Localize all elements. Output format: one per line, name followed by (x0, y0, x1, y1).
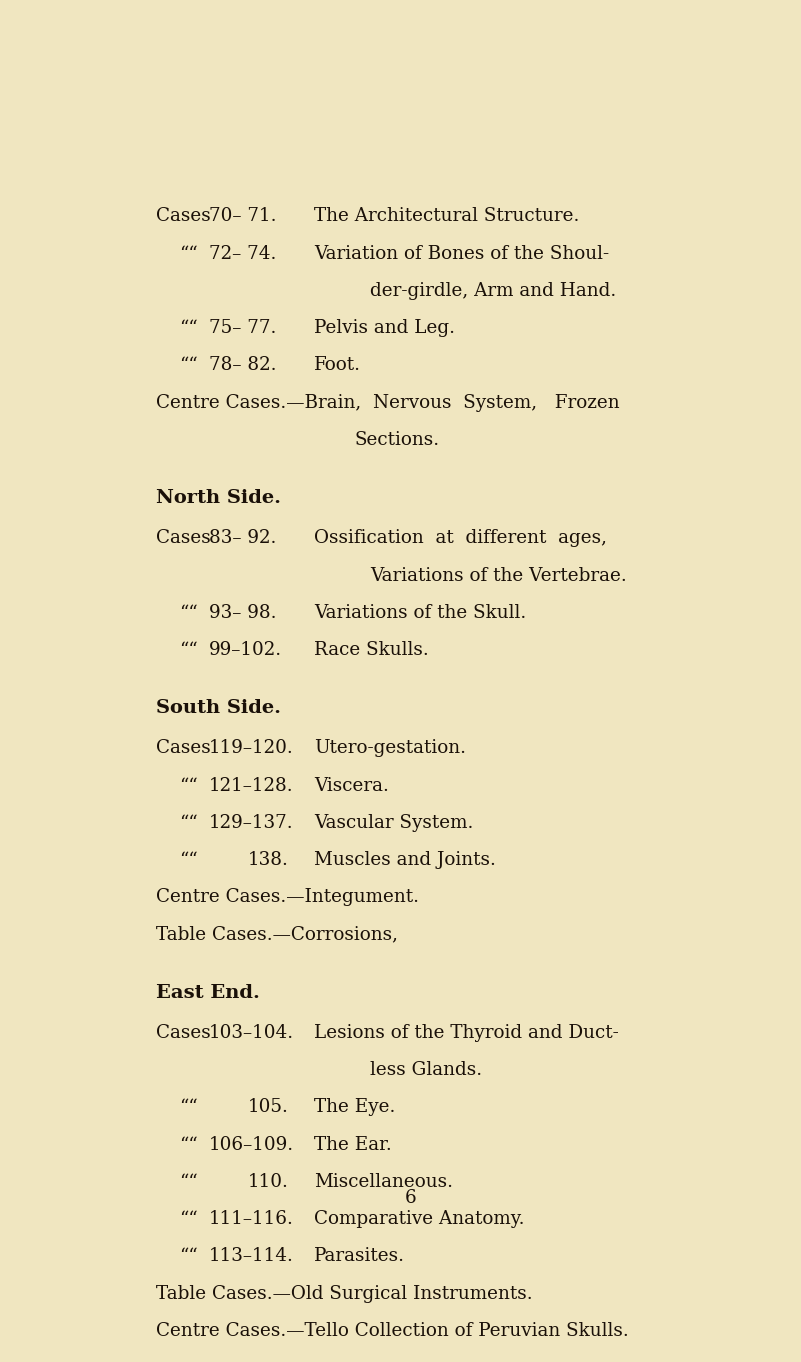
Text: der-girdle, Arm and Hand.: der-girdle, Arm and Hand. (370, 282, 617, 300)
Text: 72– 74.: 72– 74. (209, 245, 276, 263)
Text: Table Cases.—Corrosions,: Table Cases.—Corrosions, (156, 926, 398, 944)
Text: Vascular System.: Vascular System. (314, 814, 473, 832)
Text: 6: 6 (405, 1189, 417, 1207)
Text: 99–102.: 99–102. (209, 642, 282, 659)
Text: 111–116.: 111–116. (209, 1209, 294, 1229)
Text: ““: ““ (179, 814, 199, 832)
Text: 106–109.: 106–109. (209, 1136, 294, 1154)
Text: East End.: East End. (156, 983, 260, 1001)
Text: ““: ““ (179, 1098, 199, 1117)
Text: Race Skulls.: Race Skulls. (314, 642, 429, 659)
Text: ““: ““ (179, 1209, 199, 1229)
Text: The Ear.: The Ear. (314, 1136, 392, 1154)
Text: Parasites.: Parasites. (314, 1248, 405, 1265)
Text: The Architectural Structure.: The Architectural Structure. (314, 207, 580, 226)
Text: Foot.: Foot. (314, 357, 361, 375)
Text: 93– 98.: 93– 98. (209, 603, 276, 621)
Text: 75– 77.: 75– 77. (209, 319, 276, 338)
Text: The Eye.: The Eye. (314, 1098, 396, 1117)
Text: Variations of the Vertebrae.: Variations of the Vertebrae. (370, 567, 627, 584)
Text: Variation of Bones of the Shoul-: Variation of Bones of the Shoul- (314, 245, 610, 263)
Text: 103–104.: 103–104. (209, 1024, 294, 1042)
Text: Table Cases.—Old Surgical Instruments.: Table Cases.—Old Surgical Instruments. (156, 1284, 533, 1302)
Text: 113–114.: 113–114. (209, 1248, 294, 1265)
Text: Centre Cases.—Brain,  Nervous  System,   Frozen: Centre Cases.—Brain, Nervous System, Fro… (156, 394, 620, 411)
Text: ““: ““ (179, 319, 199, 338)
Text: Cases: Cases (156, 740, 211, 757)
Text: ““: ““ (179, 245, 199, 263)
Text: ““: ““ (179, 603, 199, 621)
Text: 119–120.: 119–120. (209, 740, 293, 757)
Text: Sections.: Sections. (355, 430, 440, 449)
Text: ““: ““ (179, 1173, 199, 1190)
Text: Lesions of the Thyroid and Duct-: Lesions of the Thyroid and Duct- (314, 1024, 619, 1042)
Text: ““: ““ (179, 357, 199, 375)
Text: ““: ““ (179, 1136, 199, 1154)
Text: Centre Cases.—Tello Collection of Peruvian Skulls.: Centre Cases.—Tello Collection of Peruvi… (156, 1321, 629, 1340)
Text: South Side.: South Side. (156, 699, 281, 718)
Text: Cases: Cases (156, 530, 211, 548)
Text: ““: ““ (179, 776, 199, 794)
Text: 138.: 138. (248, 851, 288, 869)
Text: Viscera.: Viscera. (314, 776, 389, 794)
Text: Muscles and Joints.: Muscles and Joints. (314, 851, 496, 869)
Text: Comparative Anatomy.: Comparative Anatomy. (314, 1209, 525, 1229)
Text: Miscellaneous.: Miscellaneous. (314, 1173, 453, 1190)
Text: 121–128.: 121–128. (209, 776, 293, 794)
Text: 83– 92.: 83– 92. (209, 530, 276, 548)
Text: 70– 71.: 70– 71. (209, 207, 276, 226)
Text: Utero-gestation.: Utero-gestation. (314, 740, 466, 757)
Text: Cases: Cases (156, 207, 211, 226)
Text: ““: ““ (179, 642, 199, 659)
Text: 105.: 105. (248, 1098, 288, 1117)
Text: 129–137.: 129–137. (209, 814, 293, 832)
Text: 78– 82.: 78– 82. (209, 357, 276, 375)
Text: Ossification  at  different  ages,: Ossification at different ages, (314, 530, 607, 548)
Text: ““: ““ (179, 851, 199, 869)
Text: North Side.: North Side. (156, 489, 281, 507)
Text: Variations of the Skull.: Variations of the Skull. (314, 603, 526, 621)
Text: Pelvis and Leg.: Pelvis and Leg. (314, 319, 455, 338)
Text: ““: ““ (179, 1248, 199, 1265)
Text: less Glands.: less Glands. (370, 1061, 482, 1079)
Text: Cases: Cases (156, 1024, 211, 1042)
Text: Centre Cases.—Integument.: Centre Cases.—Integument. (156, 888, 419, 906)
Text: 110.: 110. (248, 1173, 288, 1190)
